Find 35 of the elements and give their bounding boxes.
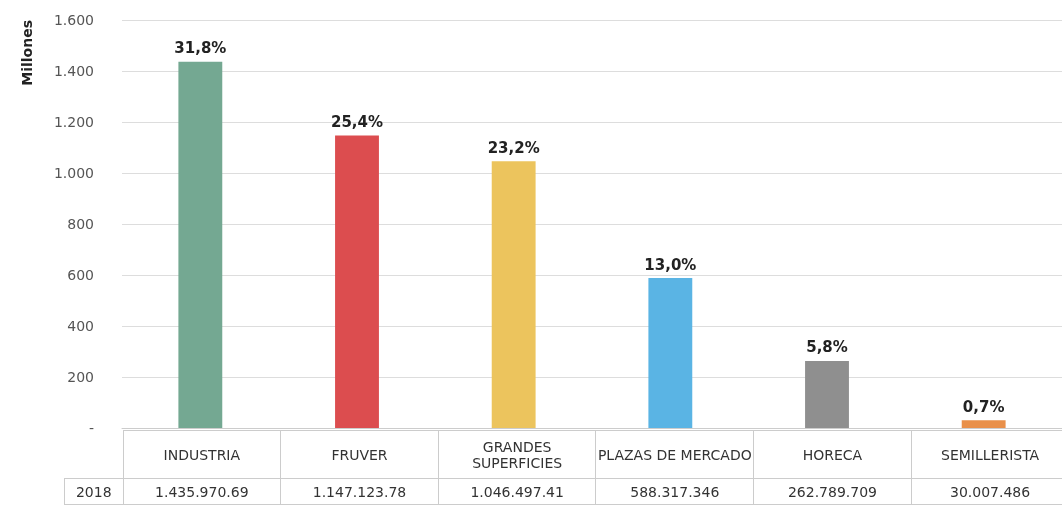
text: 262.789.709 bbox=[753, 478, 912, 505]
annotation: 0,7% bbox=[962, 397, 1005, 416]
x-tick-label: GRANDES SUPERFICIES bbox=[438, 430, 596, 479]
bar bbox=[805, 360, 849, 428]
bar bbox=[961, 420, 1006, 428]
bar bbox=[335, 135, 379, 428]
annotation: 5,8% bbox=[806, 338, 848, 357]
x-tick-label: PLAZAS DE MERCADO bbox=[595, 430, 754, 479]
annotation: 23,2% bbox=[487, 138, 540, 157]
y-tick-label: 1.600 bbox=[53, 12, 94, 28]
y-tick-label: 600 bbox=[67, 267, 94, 283]
text: 30.007.486 bbox=[911, 478, 1062, 505]
text: 1.147.123.78 bbox=[280, 478, 439, 505]
bar bbox=[491, 161, 536, 428]
y-tick-label: 1.400 bbox=[53, 63, 94, 79]
y-axis-title: Millones bbox=[19, 20, 35, 86]
y-tick-label: - bbox=[88, 420, 94, 436]
x-tick-label: SEMILLERISTA bbox=[911, 430, 1062, 479]
x-tick-label: INDUSTRIA bbox=[123, 430, 281, 479]
annotation: 31,8% bbox=[174, 39, 227, 58]
y-tick-label: 800 bbox=[67, 216, 94, 232]
x-tick-label: HORECA bbox=[753, 430, 912, 479]
annotation: 13,0% bbox=[644, 255, 697, 274]
text: 1.046.497.41 bbox=[438, 478, 596, 505]
y-tick-label: 200 bbox=[67, 369, 94, 385]
text: 588.317.346 bbox=[595, 478, 754, 505]
bar bbox=[178, 61, 223, 428]
annotation: 25,4% bbox=[330, 113, 384, 132]
y-tick-label: 1.000 bbox=[53, 165, 94, 181]
x-tick-label: FRUVER bbox=[280, 430, 439, 479]
bar bbox=[648, 278, 693, 428]
y-tick-label: 400 bbox=[67, 318, 94, 334]
y-tick-label: 1.200 bbox=[53, 114, 94, 130]
text: 1.435.970.69 bbox=[123, 478, 281, 505]
text: 2018 bbox=[64, 478, 123, 505]
